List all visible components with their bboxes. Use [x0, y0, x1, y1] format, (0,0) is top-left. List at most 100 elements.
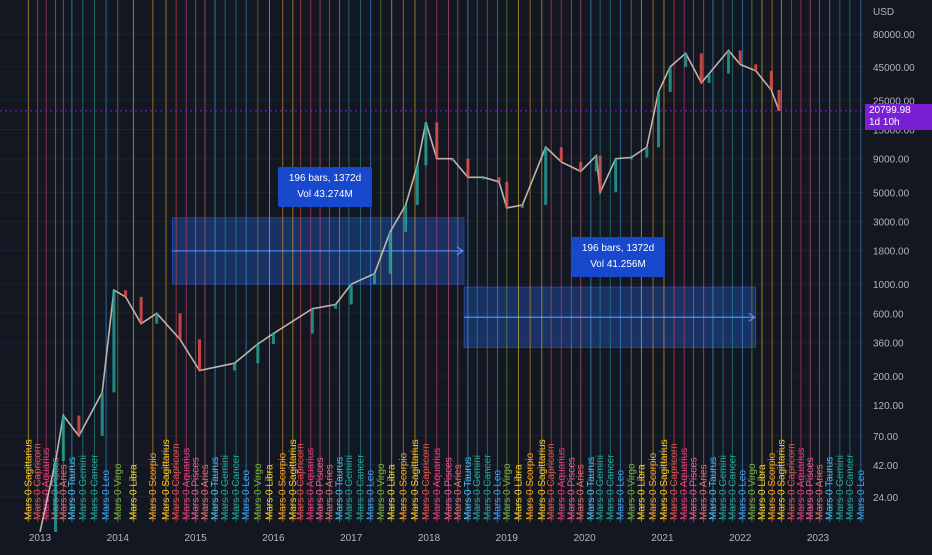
measure-arrowhead-2 — [748, 312, 756, 322]
candle — [629, 157, 633, 160]
mars-label-gemini: Mars 0 Gemini — [220, 455, 231, 520]
y-tick-label: 45000.00 — [873, 63, 915, 74]
mars-label-taurus: Mars 0 Taurus — [67, 457, 78, 520]
candle — [559, 147, 563, 162]
mars-label-capricorn: Mars 0 Capricorn — [421, 443, 432, 520]
y-tick-label: 1800.00 — [873, 247, 910, 258]
mars-label-gemini: Mars 0 Gemini — [595, 455, 606, 520]
candle — [233, 363, 236, 371]
measure-volume-2: Vol 41.256M — [590, 259, 646, 270]
candle — [614, 158, 618, 193]
mars-label-aquarius: Mars 0 Aquarius — [181, 448, 192, 520]
x-tick-label: 2014 — [107, 533, 130, 544]
mars-label-aries: Mars 0 Aries — [200, 464, 211, 520]
candle — [699, 53, 703, 83]
y-tick-label: 15000.00 — [873, 126, 915, 137]
mars-label-pisces: Mars 0 Pisces — [191, 457, 202, 520]
y-tick-label: 3000.00 — [873, 217, 910, 228]
mars-label-sagittarius: Mars 0 Sagittarius — [410, 439, 421, 520]
x-tick-label: 2022 — [729, 533, 752, 544]
candle — [435, 122, 439, 159]
candle — [707, 73, 711, 83]
mars-label-aquarius: Mars 0 Aquarius — [41, 448, 52, 520]
mars-label-leo: Mars 0 Leo — [738, 470, 749, 520]
x-tick-label: 2015 — [184, 533, 207, 544]
mars-label-capricorn: Mars 0 Capricorn — [171, 443, 182, 520]
mars-label-capricorn: Mars 0 Capricorn — [546, 443, 557, 520]
mars-label-leo: Mars 0 Leo — [856, 470, 867, 520]
candle — [727, 50, 731, 74]
mars-label-gemini: Mars 0 Gemini — [835, 455, 846, 520]
candle — [497, 177, 501, 182]
mars-label-taurus: Mars 0 Taurus — [335, 457, 346, 520]
candle — [197, 339, 201, 371]
candle — [520, 204, 524, 208]
y-tick-label: 25000.00 — [873, 96, 915, 107]
candle — [424, 122, 428, 166]
mars-label-capricorn: Mars 0 Capricorn — [669, 443, 680, 520]
mars-label-aries: Mars 0 Aries — [576, 464, 587, 520]
mars-label-capricorn: Mars 0 Capricorn — [33, 443, 44, 520]
mars-label-aries: Mars 0 Aries — [699, 464, 710, 520]
candle — [598, 155, 602, 193]
mars-label-taurus: Mars 0 Taurus — [825, 457, 836, 520]
candle — [738, 50, 742, 65]
candle — [481, 177, 485, 180]
candle — [310, 308, 314, 334]
y-tick-label: 1000.00 — [873, 280, 910, 291]
mars-label-virgo: Mars 0 Virgo — [376, 463, 387, 520]
measure-bars-1: 196 bars, 1372d — [288, 173, 362, 184]
candle — [777, 89, 781, 111]
candle — [450, 158, 454, 161]
mars-label-cancer: Mars 0 Cancer — [605, 454, 616, 520]
currency-label: USD — [873, 7, 895, 18]
mars-label-pisces: Mars 0 Pisces — [689, 457, 700, 520]
candle — [684, 53, 688, 67]
mars-label-capricorn: Mars 0 Capricorn — [296, 443, 307, 520]
mars-label-leo: Mars 0 Leo — [492, 470, 503, 520]
candle — [61, 415, 65, 462]
x-tick-label: 2021 — [651, 533, 674, 544]
candle — [544, 147, 548, 205]
mars-label-libra: Mars 0 Libra — [387, 464, 398, 520]
mars-label-gemini: Mars 0 Gemini — [718, 455, 729, 520]
candle — [668, 66, 672, 92]
y-tick-label: 42.00 — [873, 461, 898, 472]
y-tick-label: 80000.00 — [873, 30, 915, 41]
candle — [334, 304, 338, 309]
candle — [256, 344, 260, 364]
mars-label-pisces: Mars 0 Pisces — [443, 457, 454, 520]
mars-label-scorpio: Mars 0 Scorpio — [278, 452, 289, 520]
last-price-tag: 20799.98 1d 10h — [865, 104, 932, 130]
price-series — [39, 49, 780, 533]
candle — [139, 296, 143, 324]
candle — [373, 273, 377, 285]
mars-label-sagittarius: Mars 0 Sagittarius — [161, 439, 172, 520]
mars-label-leo: Mars 0 Leo — [366, 470, 377, 520]
measure-label-1[interactable]: 196 bars, 1372d Vol 43.274M — [278, 167, 372, 207]
y-tick-label: 5000.00 — [873, 188, 910, 199]
x-tick-label: 2020 — [573, 533, 596, 544]
candle — [124, 290, 128, 297]
mars-label-cancer: Mars 0 Cancer — [231, 454, 242, 520]
mars-label-scorpio: Mars 0 Scorpio — [648, 452, 659, 520]
candle — [754, 64, 758, 71]
candle — [271, 333, 275, 345]
measure-volume-1: Vol 43.274M — [297, 189, 353, 200]
x-tick-label: 2018 — [418, 533, 441, 544]
candle — [178, 313, 182, 340]
mars-label-virgo: Mars 0 Virgo — [502, 463, 513, 520]
mars-label-aquarius: Mars 0 Aquarius — [306, 448, 317, 520]
mars-label-gemini: Mars 0 Gemini — [472, 455, 483, 520]
mars-label-cancer: Mars 0 Cancer — [482, 454, 493, 520]
mars-label-sagittarius: Mars 0 Sagittarius — [776, 439, 787, 520]
mars-label-pisces: Mars 0 Pisces — [315, 457, 326, 520]
measure-label-2[interactable]: 196 bars, 1372d Vol 41.256M — [571, 237, 665, 277]
mars-label-virgo: Mars 0 Virgo — [626, 463, 637, 520]
y-tick-label: 24.00 — [873, 493, 898, 504]
mars-label-sagittarius: Mars 0 Sagittarius — [288, 439, 299, 520]
mars-label-virgo: Mars 0 Virgo — [747, 463, 758, 520]
mars-label-aquarius: Mars 0 Aquarius — [432, 448, 443, 520]
candle — [769, 70, 773, 90]
